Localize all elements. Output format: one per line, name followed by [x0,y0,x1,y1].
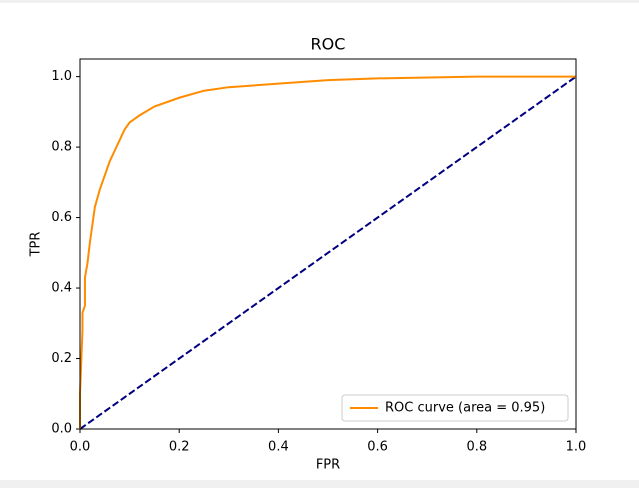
data-line [79,75,577,430]
chart-title: ROC [311,35,346,54]
x-tick-label: 0.4 [268,440,289,455]
y-tick-label: 1.0 [51,69,72,84]
x-tick-label: 0.8 [466,440,487,455]
x-tick-label: 1.0 [566,440,587,455]
y-tick-label: 0.0 [51,422,72,437]
x-tick-label: 0.2 [169,440,190,455]
plot-frame [79,58,577,430]
x-tick-label: 0.6 [367,440,388,455]
y-axis-label: TPR [29,232,44,258]
data-line [79,75,576,429]
legend-box [341,394,569,422]
y-tick-label: 0.8 [51,140,72,155]
y-tick-label: 0.6 [51,210,72,225]
legend-label: ROC curve (area = 0.95) [385,401,545,416]
x-tick-label: 0.0 [70,440,91,455]
y-tick-label: 0.2 [51,351,72,366]
x-axis-label: FPR [316,458,340,473]
y-tick-label: 0.4 [51,281,72,296]
